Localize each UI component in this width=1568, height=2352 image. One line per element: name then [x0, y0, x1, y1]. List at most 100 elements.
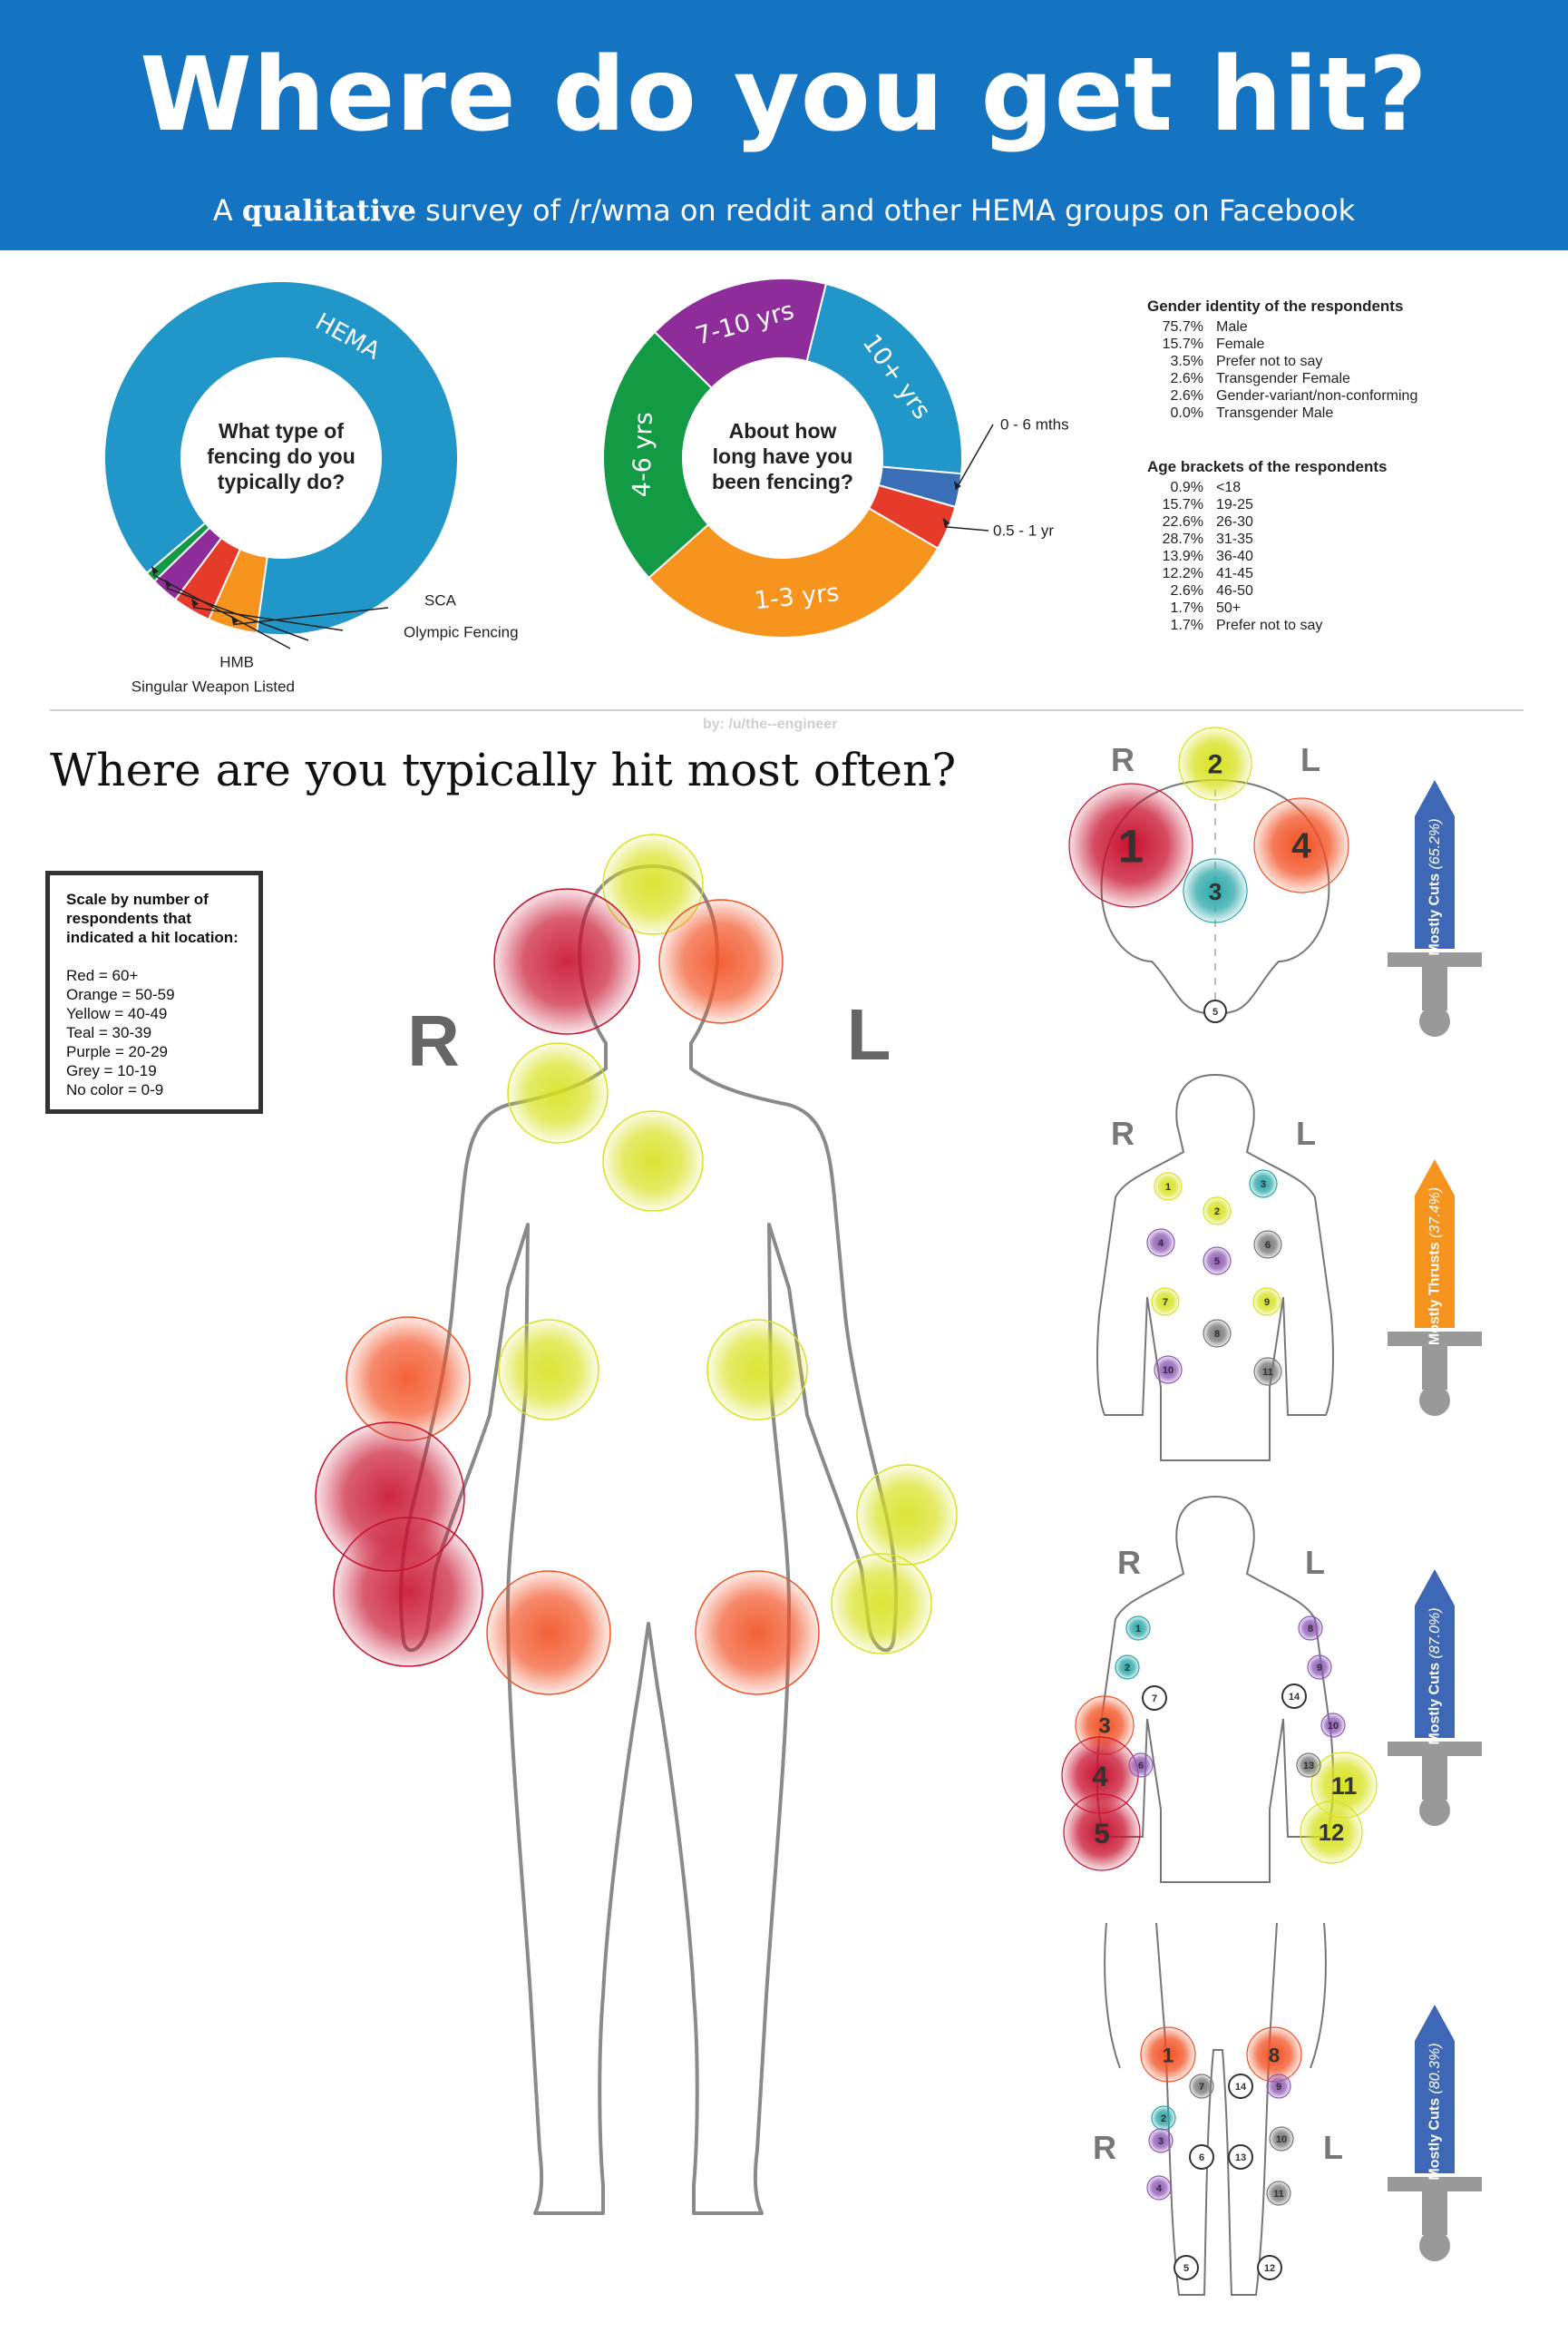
sword-label: Mostly Cuts (65.2%)	[1427, 818, 1443, 955]
hit-marker	[1142, 1685, 1167, 1711]
age-row: 15.7% 19-25	[1147, 496, 1537, 513]
arms-outline	[1096, 1495, 1334, 1883]
age-label: 50+	[1216, 600, 1242, 616]
age-label: 46-50	[1216, 583, 1253, 599]
hit-marker-label: 6	[1138, 1761, 1144, 1771]
hit-marker	[1128, 1752, 1154, 1778]
gender-pct: 75.7%	[1162, 319, 1203, 335]
hit-spot-top-of-head	[602, 834, 704, 935]
sword-guard	[1388, 1332, 1482, 1346]
hit-marker	[1300, 1801, 1363, 1864]
hit-marker	[1257, 2255, 1282, 2280]
hit-marker-label: 8	[1308, 1624, 1313, 1635]
hit-marker-label: 3	[1209, 878, 1222, 905]
age-pct: 2.6%	[1170, 583, 1203, 599]
gender-row: 2.6% Gender-variant/non-conforming	[1147, 387, 1537, 405]
age-label: 36-40	[1216, 549, 1253, 564]
author-credit: by: /u/the--engineer	[703, 717, 838, 732]
hit-spot-chest	[602, 1110, 704, 1212]
hit-spot-left-side-of-head	[658, 899, 784, 1024]
age-label: <18	[1216, 480, 1242, 495]
panel-head-markers: 2 1 4 3 5	[1068, 727, 1349, 1023]
hit-marker-label: 10	[1276, 2134, 1287, 2145]
scale-legend: Scale by number of respondents that indi…	[45, 871, 263, 1114]
hit-marker-label: 6	[1199, 2152, 1204, 2163]
age-pct: 1.7%	[1170, 618, 1203, 633]
hit-marker-label: 2	[1208, 750, 1223, 780]
panel-label-right: R	[1117, 1544, 1141, 1581]
scale-entry: Orange = 50-59	[66, 986, 175, 1003]
hit-marker-label: 4	[1156, 2183, 1163, 2194]
donut-center-label: What type of	[219, 419, 344, 443]
sword-percentage: (65.2%)	[1427, 818, 1443, 869]
hit-marker	[1252, 1287, 1281, 1316]
hit-marker-label: 4	[1092, 1760, 1108, 1792]
hit-spot-left-hand	[831, 1553, 932, 1654]
hit-marker-label: 5	[1183, 2263, 1189, 2274]
hit-spot-left-forearm	[856, 1464, 958, 1566]
gender-label: Male	[1216, 319, 1248, 335]
hit-marker-label: 2	[1161, 2113, 1166, 2124]
leader-arrow	[191, 598, 200, 608]
section-divider	[50, 709, 1524, 711]
age-pct: 1.7%	[1170, 600, 1203, 616]
page-subtitle: A qualitative survey of /r/wma on reddit…	[212, 193, 1356, 228]
hit-marker	[1296, 1752, 1321, 1778]
legs-outline	[1155, 1922, 1278, 2296]
age-label: 41-45	[1216, 566, 1253, 581]
hit-marker-label: 14	[1289, 1692, 1300, 1703]
hit-marker	[1203, 1319, 1232, 1348]
body-outline	[399, 864, 898, 2215]
gender-pct: 2.6%	[1170, 371, 1203, 386]
panel-arms	[1096, 1495, 1334, 1883]
sword-guard	[1388, 1742, 1482, 1756]
sword-blade	[1415, 2005, 1455, 2173]
gender-pct: 3.5%	[1170, 354, 1203, 369]
slice-hema	[103, 280, 459, 636]
gender-row: 3.5% Prefer not to say	[1147, 353, 1537, 370]
leader-line	[944, 526, 989, 532]
sword-pommel	[1419, 2230, 1450, 2261]
sword-guard	[1388, 952, 1482, 967]
hit-marker	[1063, 1793, 1141, 1871]
slice-hmb	[145, 522, 211, 583]
leader-line	[152, 574, 291, 649]
age-pct: 28.7%	[1162, 532, 1203, 547]
hit-marker-label: 5	[1094, 1817, 1110, 1849]
age-pct: 22.6%	[1162, 514, 1203, 530]
sword-guard	[1388, 2177, 1482, 2191]
hit-marker-label: 1	[1165, 1182, 1171, 1193]
sword-icon: Mostly Cuts (65.2%)	[1388, 780, 1482, 1037]
scale-entry: Teal = 30-39	[66, 1024, 152, 1041]
panel-label-left: L	[1296, 1115, 1316, 1152]
hit-marker	[1269, 2126, 1294, 2152]
hit-spot-right-upper-arm	[346, 1316, 471, 1441]
side-label-right: R	[407, 1000, 460, 1081]
gender-row: 0.0% Transgender Male	[1147, 405, 1537, 422]
hit-marker	[1146, 2175, 1172, 2201]
gender-label: Female	[1216, 337, 1265, 352]
slice-callout-olympic-fencing: Olympic Fencing	[404, 624, 519, 641]
hit-marker	[1266, 2074, 1291, 2099]
hit-marker-label: 8	[1269, 2045, 1281, 2067]
hit-marker-label: 12	[1319, 1820, 1344, 1846]
hit-marker-label: 10	[1163, 1365, 1174, 1376]
sword-blade	[1415, 1159, 1455, 1328]
hit-marker	[1178, 727, 1252, 801]
age-row: 12.2% 41-45	[1147, 565, 1537, 582]
sword-label: Mostly Thrusts (37.4%)	[1427, 1187, 1443, 1345]
donut-center-label: About how	[729, 419, 837, 443]
age-pct: 15.7%	[1162, 497, 1203, 512]
age-label: 19-25	[1216, 497, 1253, 512]
hit-marker	[1146, 1228, 1175, 1257]
gender-label: Prefer not to say	[1216, 354, 1323, 369]
panel-label-right: R	[1111, 741, 1135, 778]
hit-marker-label: 3	[1098, 1714, 1110, 1739]
slice-callout-singular-weapon-listed: Singular Weapon Listed	[131, 678, 295, 696]
donut-center-label: long have you	[713, 444, 853, 468]
hands-outline	[1104, 1922, 1327, 2069]
hit-marker	[1228, 2074, 1253, 2099]
gender-row: 15.7% Female	[1147, 336, 1537, 353]
age-row: 2.6% 46-50	[1147, 582, 1537, 600]
